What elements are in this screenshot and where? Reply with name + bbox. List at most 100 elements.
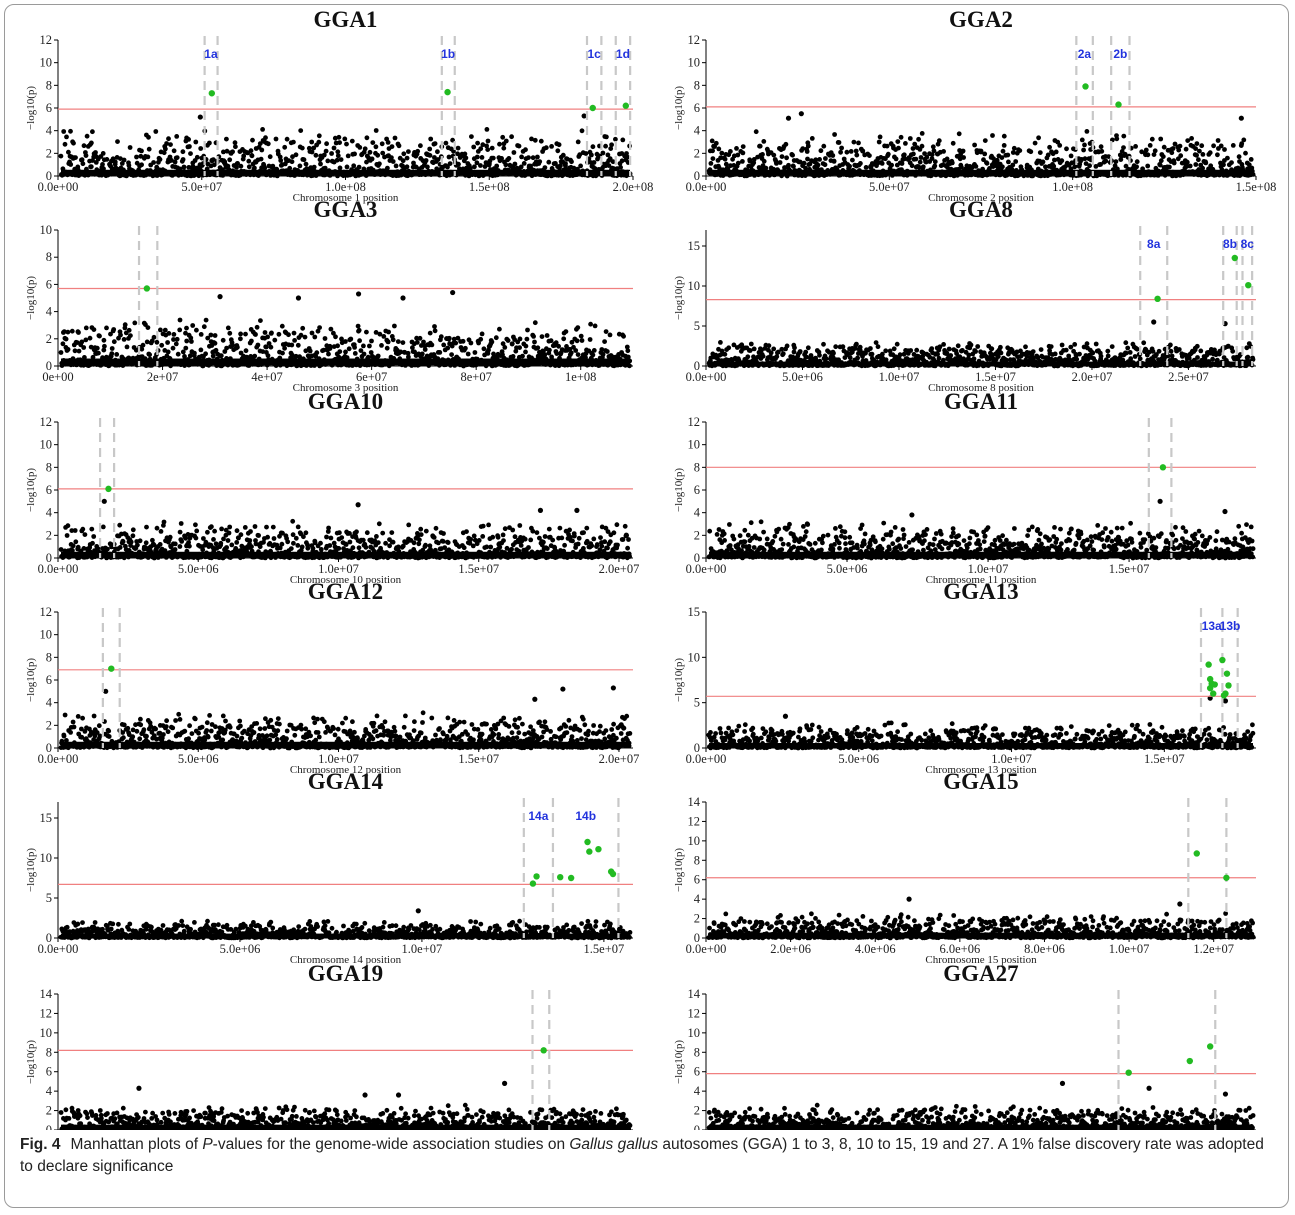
snp-point bbox=[248, 148, 254, 154]
snp-point bbox=[609, 142, 614, 148]
peak-point bbox=[217, 294, 223, 300]
snp-point bbox=[389, 144, 395, 150]
snp-point bbox=[258, 318, 263, 323]
snp-point bbox=[295, 342, 301, 348]
snp-point bbox=[1230, 143, 1236, 148]
snp-point bbox=[830, 153, 836, 158]
snp-point bbox=[455, 151, 460, 157]
snp-point bbox=[327, 346, 333, 351]
snp-point bbox=[735, 160, 741, 166]
snp-point bbox=[1195, 355, 1200, 360]
snp-point bbox=[998, 350, 1004, 356]
snp-point bbox=[784, 155, 789, 161]
snp-point bbox=[415, 148, 421, 154]
y-tick-label: 12 bbox=[40, 33, 53, 47]
peak-point bbox=[798, 111, 804, 117]
snp-point bbox=[221, 149, 226, 155]
snp-point bbox=[1114, 136, 1120, 142]
snp-point bbox=[521, 161, 527, 166]
snp-point bbox=[876, 139, 882, 145]
snp-point bbox=[246, 158, 252, 164]
snp-point bbox=[471, 144, 477, 150]
snp-point bbox=[975, 344, 981, 349]
snp-point bbox=[898, 134, 904, 140]
snp-point bbox=[941, 149, 946, 154]
snp-point bbox=[932, 163, 938, 169]
snp-point bbox=[895, 139, 901, 145]
snp-point bbox=[791, 349, 797, 355]
snp-point bbox=[786, 162, 791, 168]
peak-point bbox=[197, 114, 203, 120]
snp-point bbox=[97, 333, 102, 339]
snp-point bbox=[968, 342, 974, 348]
snp-point bbox=[385, 339, 391, 345]
snp-point bbox=[331, 145, 337, 151]
snp-point bbox=[575, 352, 581, 357]
snp-point bbox=[200, 547, 206, 553]
snp-point bbox=[161, 150, 167, 156]
snp-point bbox=[312, 334, 318, 340]
snp-point bbox=[369, 156, 375, 162]
snp-point bbox=[250, 137, 255, 143]
snp-point bbox=[955, 343, 961, 349]
snp-point bbox=[299, 145, 305, 151]
snp-point bbox=[184, 325, 189, 331]
snp-point bbox=[451, 148, 456, 154]
snp-point bbox=[519, 154, 524, 160]
snp-point bbox=[853, 148, 859, 154]
snp-point bbox=[243, 331, 248, 337]
snp-point bbox=[1084, 129, 1090, 134]
snp-point bbox=[269, 330, 274, 336]
snp-point bbox=[336, 134, 342, 140]
y-tick-label: 10 bbox=[688, 279, 701, 293]
snp-point bbox=[187, 543, 192, 549]
snp-point bbox=[145, 154, 151, 160]
snp-point bbox=[891, 346, 897, 352]
snp-point bbox=[435, 157, 441, 162]
snp-point bbox=[482, 164, 488, 169]
snp-point bbox=[64, 533, 70, 538]
snp-point bbox=[145, 325, 151, 330]
snp-point bbox=[210, 353, 216, 359]
snp-point bbox=[561, 336, 567, 342]
snp-point bbox=[474, 160, 480, 166]
snp-point bbox=[851, 139, 857, 145]
snp-point bbox=[1229, 160, 1234, 166]
region-label: 2a bbox=[1078, 47, 1092, 61]
snp-point bbox=[740, 150, 746, 156]
snp-point bbox=[128, 539, 134, 545]
snp-point bbox=[307, 348, 313, 354]
region-label: 1d bbox=[616, 47, 630, 61]
snp-point bbox=[252, 524, 258, 529]
snp-point bbox=[710, 156, 716, 162]
snp-point bbox=[255, 342, 261, 348]
snp-point bbox=[603, 329, 609, 334]
snp-point bbox=[500, 134, 506, 140]
snp-point bbox=[919, 131, 925, 136]
snp-point bbox=[143, 540, 149, 546]
region-label: 1a bbox=[204, 47, 218, 61]
snp-point bbox=[198, 347, 204, 353]
snp-point bbox=[326, 351, 331, 357]
snp-point bbox=[780, 351, 786, 357]
snp-point bbox=[194, 528, 200, 534]
snp-point bbox=[385, 140, 391, 145]
snp-point bbox=[805, 156, 810, 162]
snp-point bbox=[511, 150, 517, 155]
snp-point bbox=[292, 338, 297, 343]
snp-point bbox=[224, 148, 230, 154]
y-tick-label: 4 bbox=[46, 506, 53, 520]
snp-point bbox=[608, 146, 614, 152]
snp-point bbox=[1001, 143, 1007, 148]
snp-point bbox=[532, 339, 537, 345]
y-tick-label: 12 bbox=[40, 415, 53, 429]
snp-point bbox=[400, 158, 406, 164]
dense-point-band bbox=[709, 169, 1253, 176]
snp-point bbox=[280, 350, 285, 356]
y-tick-label: 4 bbox=[46, 124, 53, 138]
snp-point bbox=[112, 159, 118, 165]
snp-point bbox=[1105, 348, 1111, 354]
peak-point bbox=[295, 295, 302, 301]
snp-point bbox=[265, 334, 270, 340]
